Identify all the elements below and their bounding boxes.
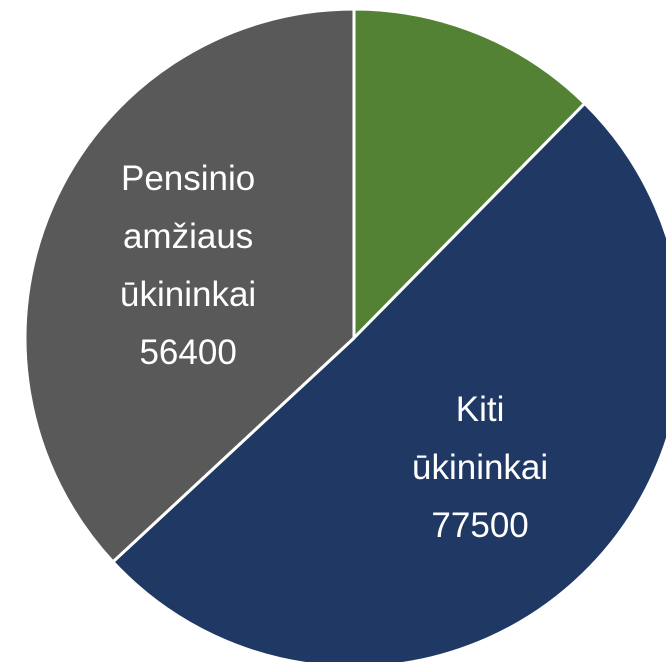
slice-label: Kiti ūkininkai 77500 [390,381,570,555]
pie-slice [352,7,587,342]
slice-label: Pensinio amžiaus ūkininkai 56400 [98,150,278,382]
slice-value: 56400 [139,332,237,372]
slice-value: 77500 [431,505,529,545]
pie-slice [23,7,356,564]
slice-category: Pensinio amžiaus ūkininkai [120,158,257,314]
slice-category: Kiti ūkininkai [411,389,549,487]
